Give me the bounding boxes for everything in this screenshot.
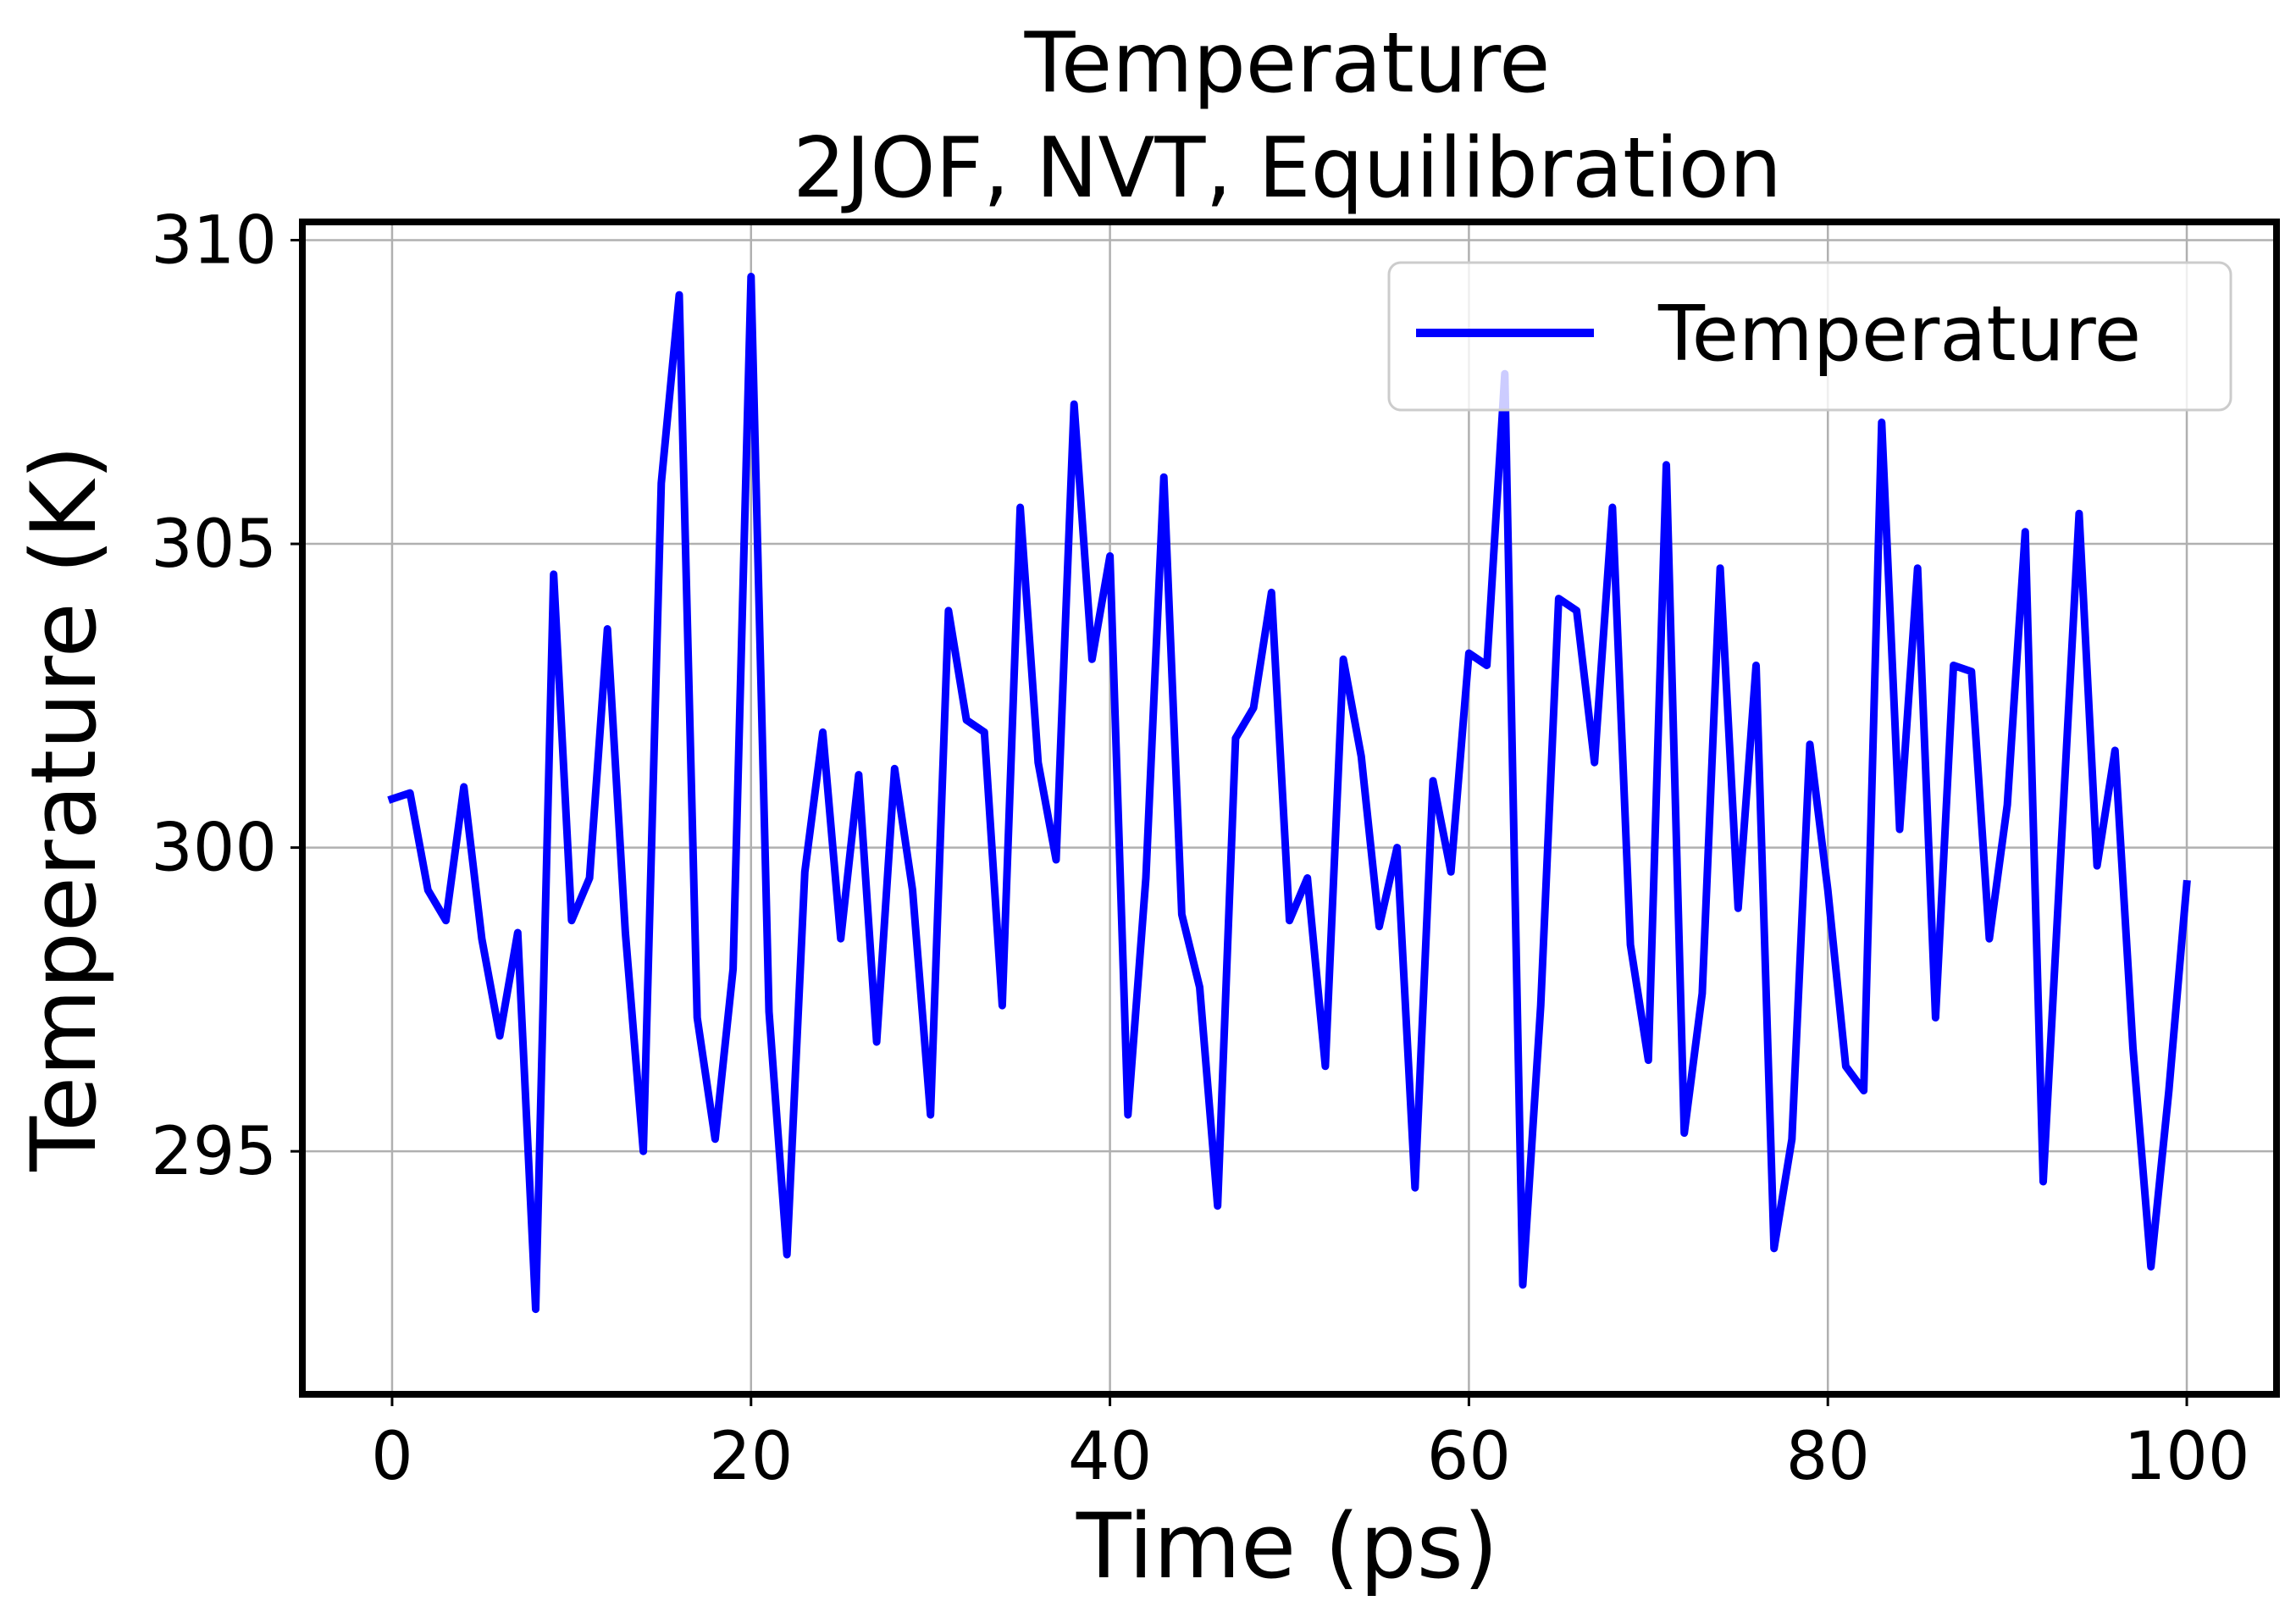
x-tick-label: 80 [1786, 1419, 1870, 1495]
axes-frame [299, 219, 2280, 1398]
y-tick-label: 300 [151, 811, 277, 887]
legend-label: Temperature [1657, 290, 2141, 379]
chart-subtitle: 2JOF, NVT, Equilibration [793, 120, 1782, 217]
y-axis-label: Temperature (K) [12, 445, 116, 1172]
axis-ticks: 0 20 40 60 80 100 295 300 305 310 [151, 203, 2249, 1495]
x-tick-label: 100 [2124, 1419, 2250, 1495]
plot-area [387, 273, 2191, 1314]
y-tick-label: 305 [151, 507, 277, 583]
x-tick-label: 20 [709, 1419, 793, 1495]
chart-title: Temperature [1024, 15, 1551, 112]
y-tick-label: 295 [151, 1114, 277, 1190]
y-tick-label: 310 [151, 203, 277, 280]
x-tick-label: 0 [371, 1419, 413, 1495]
x-tick-label: 60 [1427, 1419, 1511, 1495]
grid [302, 222, 2277, 1394]
legend: Temperature [1387, 261, 2232, 412]
x-tick-label: 40 [1068, 1419, 1152, 1495]
x-axis-label: Time (ps) [1076, 1494, 1498, 1598]
temperature-series-line [387, 273, 2191, 1314]
legend-box [1387, 261, 2232, 412]
